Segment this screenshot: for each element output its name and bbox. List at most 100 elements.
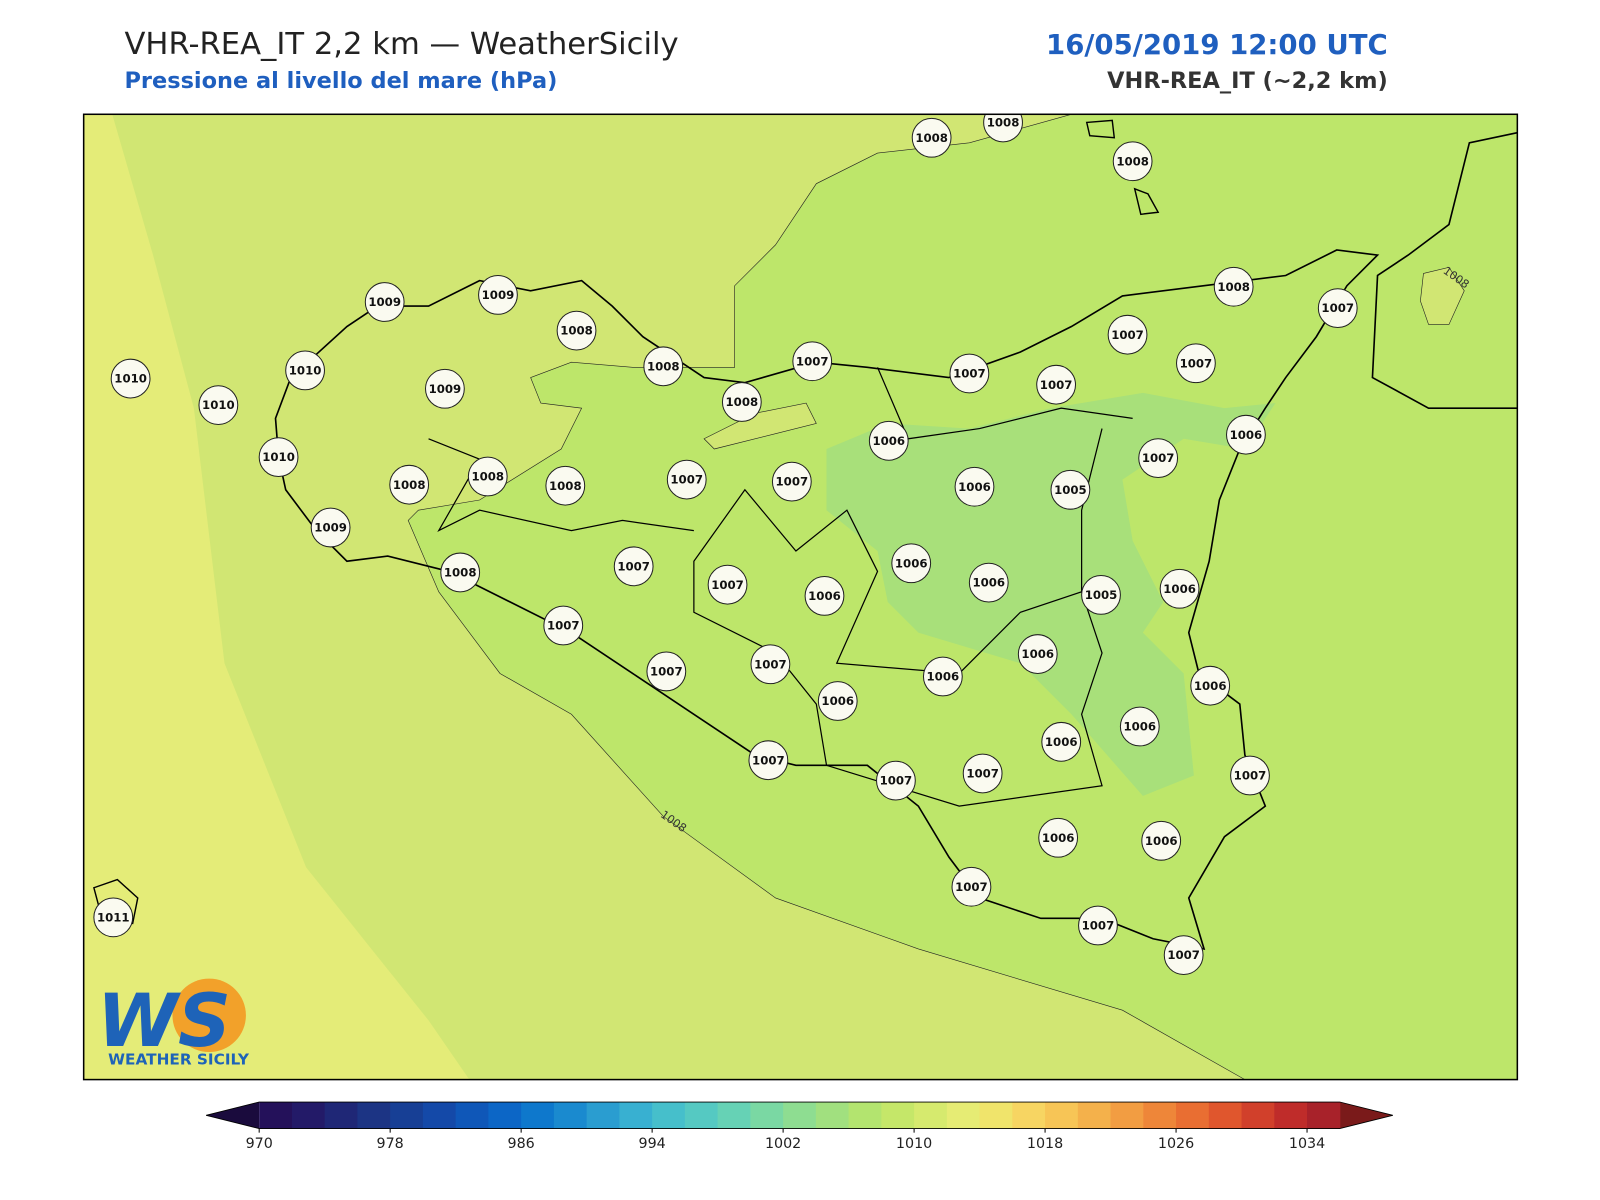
colorbar-under — [206, 1102, 260, 1129]
station-marker — [1163, 935, 1204, 975]
station-value: 1006 — [1145, 834, 1178, 848]
colorbar-segment — [914, 1102, 948, 1129]
station-value: 1006 — [1163, 582, 1196, 596]
station-marker — [285, 350, 325, 391]
colorbar-segment — [521, 1102, 555, 1129]
station-marker — [310, 507, 351, 548]
station-marker — [1213, 266, 1254, 307]
station-value: 1009 — [482, 288, 515, 302]
station-marker — [962, 753, 1003, 794]
station-value: 1007 — [1234, 769, 1267, 783]
colorbar-segment — [390, 1102, 424, 1129]
station-marker — [1176, 343, 1216, 384]
colorbar-tick-label: 1026 — [1158, 1136, 1194, 1152]
subtitle: Pressione al livello del mare (hPa) — [124, 68, 557, 94]
colorbar-segment — [357, 1102, 391, 1129]
station-value: 1006 — [1230, 428, 1263, 442]
station-marker — [748, 740, 789, 781]
station-marker — [1159, 568, 1200, 609]
station-value: 1006 — [1045, 735, 1078, 749]
station-marker — [93, 897, 134, 938]
station-marker — [911, 117, 952, 158]
colorbar-segment — [717, 1102, 751, 1129]
colorbar-segment — [815, 1102, 850, 1129]
station-value: 1008 — [444, 566, 477, 580]
station-value: 1006 — [872, 434, 905, 448]
colorbar-segment — [1045, 1102, 1079, 1129]
station-value: 1007 — [752, 753, 785, 767]
colorbar-tick-label: 986 — [508, 1136, 535, 1152]
station-value: 1006 — [1021, 647, 1054, 661]
colorbar-tick-label: 978 — [377, 1136, 404, 1152]
station-marker — [646, 651, 687, 692]
station-value: 1007 — [650, 665, 683, 679]
datetime: 16/05/2019 12:00 UTC — [1046, 29, 1388, 61]
colorbar-segment — [1274, 1102, 1308, 1129]
station-marker — [954, 466, 995, 507]
station-marker — [440, 552, 481, 593]
station-value: 1007 — [670, 473, 703, 487]
colorbar-tick-label: 970 — [246, 1136, 273, 1152]
station-marker — [258, 437, 299, 478]
colorbar-segment — [1143, 1102, 1177, 1129]
station-value: 1007 — [880, 774, 913, 788]
colorbar-segment — [783, 1102, 817, 1129]
model: VHR-REA_IT (~2,2 km) — [1107, 68, 1388, 94]
station-value: 1007 — [776, 475, 809, 489]
logo: WS WEATHER SICILY — [97, 978, 250, 1068]
field-low — [826, 392, 1276, 796]
station-value: 1007 — [1082, 919, 1115, 933]
station-value: 1009 — [429, 382, 462, 396]
station-marker — [1107, 314, 1148, 355]
station-value: 1010 — [202, 398, 235, 412]
station-marker — [771, 461, 812, 502]
station-value: 1007 — [1142, 451, 1175, 465]
logo-sun — [172, 978, 246, 1053]
station-value: 1008 — [987, 116, 1020, 130]
station-marker — [1119, 706, 1160, 747]
station-marker — [1078, 905, 1118, 946]
station-marker — [949, 353, 990, 394]
station-marker — [1317, 288, 1358, 329]
station-value: 1007 — [754, 657, 787, 671]
station-value: 1007 — [1040, 378, 1073, 392]
station-value: 1007 — [953, 367, 986, 381]
station-value: 1007 — [617, 559, 650, 573]
colorbar: 970 978 986 994 1002 1010 1018 1026 1034 — [206, 1101, 1393, 1152]
station-marker — [1038, 817, 1079, 858]
station-marker — [110, 358, 151, 399]
station-value: 1007 — [1321, 301, 1354, 315]
title: VHR-REA_IT 2,2 km — WeatherSicily — [124, 27, 678, 62]
station-marker — [868, 420, 909, 461]
station-marker — [1017, 634, 1058, 674]
station-marker — [951, 866, 992, 907]
colorbar-segment — [422, 1102, 457, 1129]
colorbar-segment — [881, 1102, 915, 1129]
station-marker — [922, 656, 963, 697]
colorbar-tick-label: 994 — [639, 1136, 666, 1152]
station-value: 1011 — [97, 910, 130, 924]
station-marker — [478, 274, 518, 315]
station-value: 1007 — [966, 767, 999, 781]
colorbar-segment — [553, 1102, 588, 1129]
colorbar-segment — [979, 1102, 1013, 1129]
station-value: 1006 — [895, 556, 928, 570]
station-value: 1008 — [726, 395, 759, 409]
colorbar-segment — [684, 1102, 719, 1129]
station-marker — [750, 644, 791, 685]
station-value: 1008 — [915, 131, 948, 145]
station-value: 1007 — [1167, 948, 1200, 962]
station-value: 1007 — [711, 578, 744, 592]
station-marker — [666, 459, 707, 500]
colorbar-segment — [586, 1102, 620, 1129]
station-value: 1008 — [560, 324, 593, 338]
colorbar-segment — [291, 1102, 326, 1129]
station-marker — [424, 368, 465, 409]
station-marker — [1226, 414, 1266, 455]
colorbar-outline — [206, 1101, 1393, 1129]
station-value: 1009 — [314, 521, 347, 535]
station-value: 1006 — [972, 576, 1005, 590]
colorbar-segment — [259, 1102, 293, 1129]
station-value: 1008 — [1217, 280, 1250, 294]
